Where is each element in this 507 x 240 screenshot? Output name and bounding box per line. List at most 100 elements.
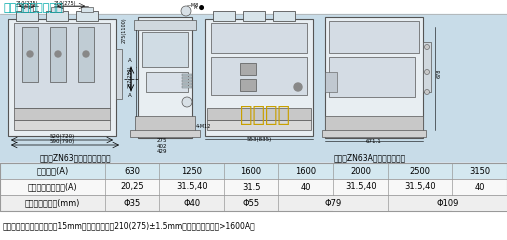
Bar <box>8 19 116 136</box>
Bar <box>0 195 507 211</box>
Text: 额定短路开断电流(A): 额定短路开断电流(A) <box>27 182 77 192</box>
Text: 1600: 1600 <box>295 167 316 175</box>
Bar <box>50 27 66 82</box>
Bar <box>182 74 192 76</box>
Text: 2000: 2000 <box>350 167 371 175</box>
Text: Φ109: Φ109 <box>437 198 459 208</box>
Text: 手车式ZN63A外形及安装尺寸: 手车式ZN63A外形及安装尺寸 <box>334 154 406 162</box>
Bar <box>14 120 110 130</box>
Bar <box>329 57 415 97</box>
Text: 31.5: 31.5 <box>242 182 261 192</box>
Bar <box>0 14 507 161</box>
Text: 31.5,40: 31.5,40 <box>404 182 436 192</box>
Bar <box>138 17 192 138</box>
Text: 520(720): 520(720) <box>49 134 75 139</box>
Text: 630: 630 <box>124 167 140 175</box>
Bar <box>81 7 93 12</box>
Text: —M8: —M8 <box>187 3 199 8</box>
Bar <box>116 49 122 99</box>
Bar <box>0 0 507 14</box>
Text: 31.5,40: 31.5,40 <box>176 182 207 192</box>
Text: 429: 429 <box>157 149 167 154</box>
Bar <box>14 23 110 108</box>
Bar <box>51 7 63 12</box>
Bar <box>205 19 313 136</box>
Text: A: A <box>128 58 132 63</box>
Text: 402: 402 <box>157 144 167 149</box>
Bar <box>0 179 507 195</box>
Text: 275(1100): 275(1100) <box>122 17 127 43</box>
Bar <box>0 163 507 211</box>
Circle shape <box>424 90 429 95</box>
Bar <box>78 27 94 82</box>
Bar <box>182 80 192 82</box>
Text: 动、静触头啮合尺寸不小于15mm，一次相间距为210(275)±1.5mm，括号内额定电流>1600A。: 动、静触头啮合尺寸不小于15mm，一次相间距为210(275)±1.5mm，括号… <box>3 221 256 230</box>
Text: 20,25: 20,25 <box>120 182 144 192</box>
Circle shape <box>55 51 61 57</box>
Text: 31.5,40: 31.5,40 <box>345 182 376 192</box>
Text: 启轩电气: 启轩电气 <box>240 105 290 125</box>
Text: 590(790): 590(790) <box>49 139 75 144</box>
Bar <box>329 21 419 53</box>
Bar <box>452 196 507 210</box>
Bar <box>182 77 192 79</box>
Bar <box>207 108 311 120</box>
Bar <box>273 11 295 21</box>
Circle shape <box>294 83 302 91</box>
Bar <box>325 116 423 132</box>
Text: 275: 275 <box>157 138 167 143</box>
Bar <box>213 11 235 21</box>
Text: 额定电流(A): 额定电流(A) <box>36 167 68 175</box>
Bar <box>76 11 98 21</box>
Bar <box>325 72 337 92</box>
Circle shape <box>182 97 192 107</box>
Bar <box>333 196 388 210</box>
Bar <box>16 11 38 21</box>
Text: A: A <box>128 93 132 98</box>
Bar <box>46 11 68 21</box>
Bar <box>134 20 196 30</box>
Text: Φ35: Φ35 <box>124 198 141 208</box>
Bar <box>0 163 507 179</box>
Text: Φ79: Φ79 <box>324 198 342 208</box>
Bar <box>14 108 110 120</box>
Bar <box>240 63 256 75</box>
Text: 2500: 2500 <box>410 167 430 175</box>
Text: 1600: 1600 <box>240 167 262 175</box>
Text: 4-M12: 4-M12 <box>196 124 211 129</box>
Text: 固定式ZN63外形及安装尺寸图: 固定式ZN63外形及安装尺寸图 <box>39 154 111 162</box>
Bar <box>22 27 38 82</box>
Bar <box>211 57 307 95</box>
Text: 237(252): 237(252) <box>127 66 132 88</box>
Text: 210(275): 210(275) <box>54 1 76 6</box>
Bar <box>0 211 507 240</box>
Text: 六、外形及安装尺寸: 六、外形及安装尺寸 <box>4 3 63 13</box>
Text: 40: 40 <box>475 182 485 192</box>
Bar <box>211 23 307 53</box>
Text: 671.1: 671.1 <box>366 139 382 144</box>
Text: Φ40: Φ40 <box>183 198 200 208</box>
Bar <box>240 79 256 91</box>
Bar <box>423 42 431 92</box>
Text: A ⬤: A ⬤ <box>194 5 204 10</box>
Bar <box>130 130 200 137</box>
Circle shape <box>424 44 429 49</box>
Bar <box>207 120 311 130</box>
Text: Φ55: Φ55 <box>242 198 260 208</box>
Text: 40: 40 <box>301 182 311 192</box>
Text: 3150: 3150 <box>469 167 490 175</box>
Bar <box>322 130 426 137</box>
Circle shape <box>27 51 33 57</box>
Bar <box>182 86 192 88</box>
Circle shape <box>181 6 191 16</box>
Circle shape <box>83 51 89 57</box>
Text: 678: 678 <box>437 69 442 78</box>
Bar <box>182 83 192 85</box>
Bar <box>146 72 188 92</box>
Circle shape <box>424 70 429 74</box>
Bar <box>243 11 265 21</box>
Bar <box>135 116 195 132</box>
Text: 配合静触头尺寸(mm): 配合静触头尺寸(mm) <box>25 198 80 208</box>
Bar <box>142 32 188 67</box>
Bar <box>325 17 423 138</box>
